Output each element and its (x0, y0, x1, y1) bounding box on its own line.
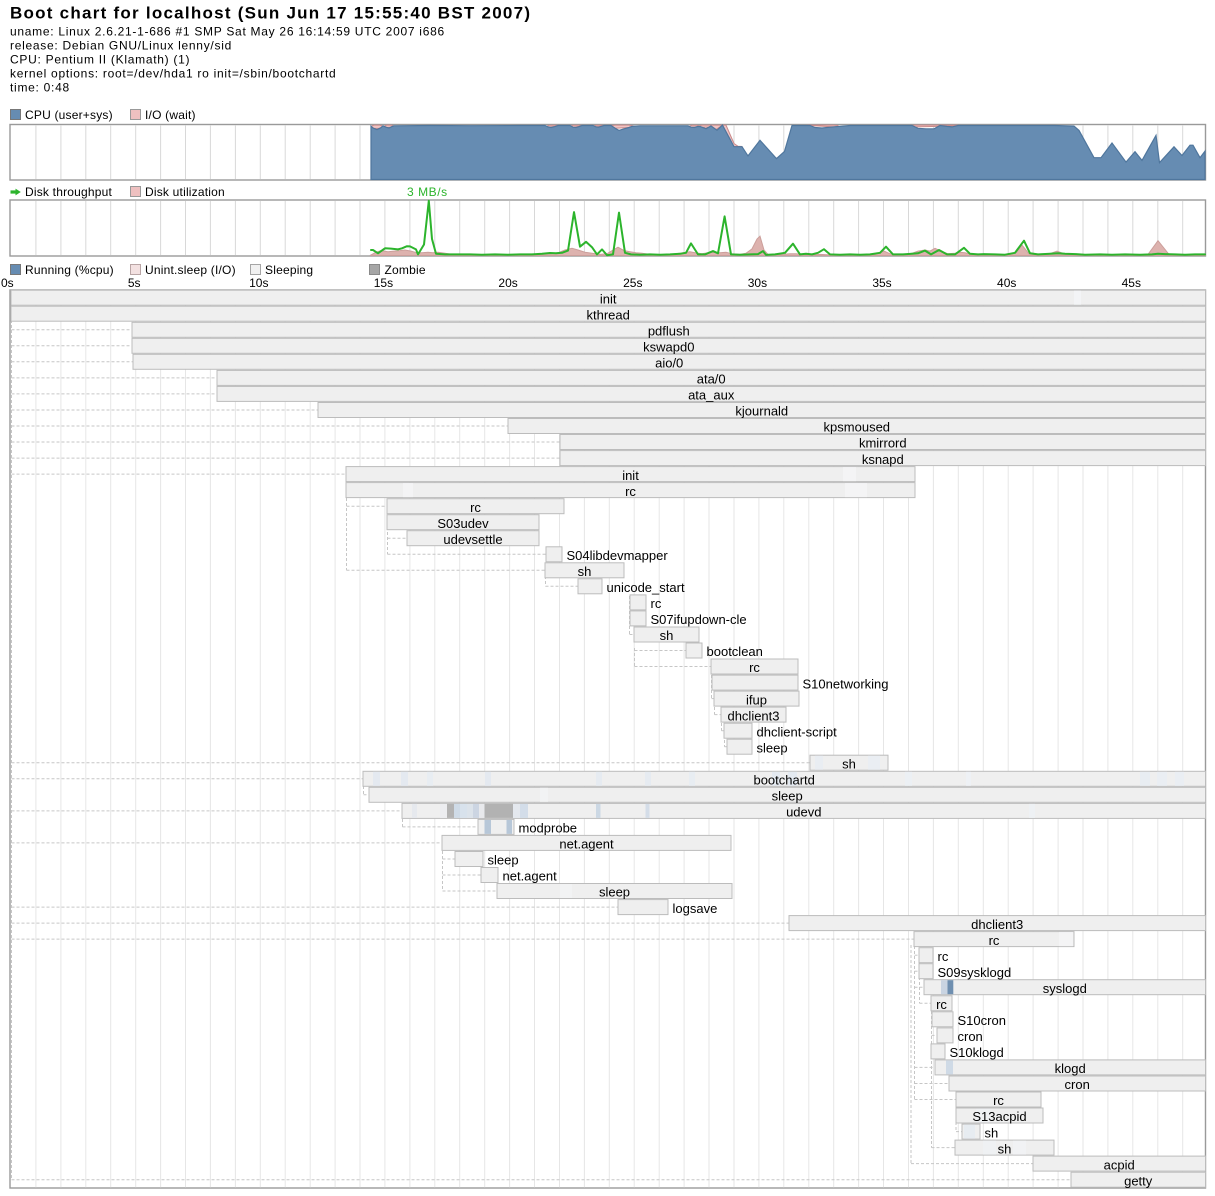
svg-text:20s: 20s (498, 276, 517, 290)
svg-text:pdflush: pdflush (648, 324, 690, 339)
svg-text:sh: sh (985, 1125, 999, 1140)
svg-text:S07ifupdown-cle: S07ifupdown-cle (651, 612, 747, 627)
svg-text:rc: rc (936, 997, 947, 1012)
svg-text:rc: rc (993, 1093, 1004, 1108)
svg-text:I/O (wait): I/O (wait) (145, 108, 196, 122)
svg-text:ksnapd: ksnapd (862, 452, 904, 467)
svg-text:3 MB/s: 3 MB/s (407, 185, 448, 199)
svg-text:S10networking: S10networking (803, 676, 889, 691)
svg-text:time: 0:48: time: 0:48 (10, 81, 70, 95)
svg-text:rc: rc (989, 933, 1000, 948)
svg-text:sh: sh (578, 564, 592, 579)
svg-text:udevsettle: udevsettle (443, 532, 502, 547)
svg-text:Sleeping: Sleeping (265, 263, 313, 277)
svg-text:bootclean: bootclean (707, 644, 763, 659)
svg-text:cron: cron (958, 1029, 983, 1044)
svg-text:Zombie: Zombie (385, 263, 426, 277)
svg-text:Running (%cpu): Running (%cpu) (25, 263, 114, 277)
svg-text:15s: 15s (374, 276, 393, 290)
svg-text:rc: rc (625, 484, 636, 499)
svg-text:dhclient3: dhclient3 (727, 708, 779, 723)
svg-text:sleep: sleep (772, 789, 803, 804)
svg-text:25s: 25s (623, 276, 642, 290)
svg-text:sh: sh (998, 1141, 1012, 1156)
svg-text:net.agent: net.agent (503, 869, 558, 884)
svg-text:5s: 5s (128, 276, 141, 290)
svg-text:sleep: sleep (488, 853, 519, 868)
svg-text:rc: rc (651, 596, 662, 611)
svg-text:rc: rc (938, 949, 949, 964)
svg-text:aio/0: aio/0 (655, 356, 683, 371)
svg-text:release: Debian GNU/Linux lenn: release: Debian GNU/Linux lenny/sid (10, 39, 232, 53)
svg-text:udevd: udevd (786, 805, 821, 820)
svg-text:kernel options: root=/dev/hda1: kernel options: root=/dev/hda1 ro init=/… (10, 67, 336, 81)
svg-text:dhclient3: dhclient3 (971, 917, 1023, 932)
svg-text:sleep: sleep (599, 885, 630, 900)
svg-text:kpsmoused: kpsmoused (824, 420, 890, 435)
svg-text:kmirrord: kmirrord (859, 436, 907, 451)
svg-text:sh: sh (660, 628, 674, 643)
svg-text:kthread: kthread (587, 307, 630, 322)
svg-text:S03udev: S03udev (437, 516, 489, 531)
svg-text:init: init (600, 291, 617, 306)
svg-text:kjournald: kjournald (735, 404, 788, 419)
svg-text:40s: 40s (997, 276, 1016, 290)
svg-text:CPU (user+sys): CPU (user+sys) (25, 108, 113, 122)
svg-text:ata/0: ata/0 (697, 372, 726, 387)
svg-text:sleep: sleep (757, 740, 788, 755)
svg-text:dhclient-script: dhclient-script (757, 724, 838, 739)
svg-text:rc: rc (749, 660, 760, 675)
svg-text:net.agent: net.agent (559, 837, 614, 852)
svg-text:S13acpid: S13acpid (972, 1109, 1026, 1124)
svg-text:rc: rc (470, 500, 481, 515)
svg-text:syslogd: syslogd (1043, 981, 1087, 996)
svg-text:unicode_start: unicode_start (607, 580, 685, 595)
svg-text:acpid: acpid (1104, 1157, 1135, 1172)
svg-text:Unint.sleep (I/O): Unint.sleep (I/O) (145, 263, 236, 277)
svg-text:10s: 10s (249, 276, 268, 290)
svg-text:S04libdevmapper: S04libdevmapper (567, 548, 669, 563)
svg-text:logsave: logsave (673, 901, 718, 916)
svg-text:cron: cron (1065, 1077, 1090, 1092)
svg-text:getty: getty (1124, 1173, 1153, 1188)
svg-text:init: init (622, 468, 639, 483)
svg-text:S10klogd: S10klogd (950, 1045, 1004, 1060)
svg-text:30s: 30s (748, 276, 767, 290)
svg-text:kswapd0: kswapd0 (643, 340, 694, 355)
svg-text:35s: 35s (872, 276, 891, 290)
svg-text:Disk throughput: Disk throughput (25, 185, 113, 199)
svg-text:uname: Linux 2.6.21-1-686 #1 S: uname: Linux 2.6.21-1-686 #1 SMP Sat May… (10, 25, 445, 39)
svg-text:0s: 0s (1, 276, 14, 290)
svg-text:modprobe: modprobe (519, 821, 578, 836)
svg-text:sh: sh (842, 756, 856, 771)
svg-text:Boot chart for localhost (Sun: Boot chart for localhost (Sun Jun 17 15:… (10, 3, 531, 22)
svg-text:bootchartd: bootchartd (753, 773, 814, 788)
svg-text:klogd: klogd (1055, 1061, 1086, 1076)
svg-text:S09sysklogd: S09sysklogd (938, 965, 1012, 980)
svg-text:S10cron: S10cron (958, 1013, 1006, 1028)
svg-text:45s: 45s (1122, 276, 1141, 290)
svg-text:ata_aux: ata_aux (688, 388, 735, 403)
svg-text:Disk utilization: Disk utilization (145, 185, 225, 199)
svg-text:ifup: ifup (746, 692, 767, 707)
svg-text:CPU: Pentium II (Klamath) (1): CPU: Pentium II (Klamath) (1) (10, 53, 190, 67)
